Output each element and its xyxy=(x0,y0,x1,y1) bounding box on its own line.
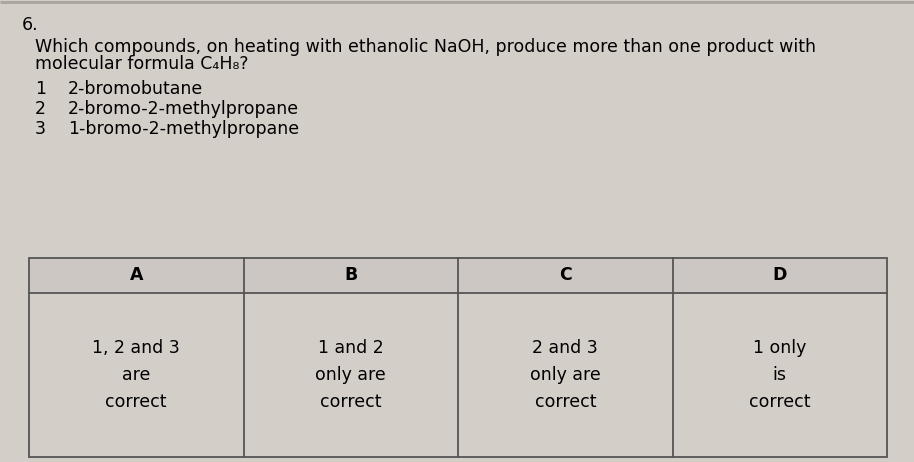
Text: B: B xyxy=(345,267,357,285)
Bar xyxy=(458,258,673,293)
Text: 1: 1 xyxy=(35,80,46,98)
Text: C: C xyxy=(558,267,571,285)
Text: 1-bromo-2-methylpropane: 1-bromo-2-methylpropane xyxy=(68,120,299,138)
Text: 1 and 2
only are
correct: 1 and 2 only are correct xyxy=(315,339,386,411)
Text: 2-bromobutane: 2-bromobutane xyxy=(68,80,203,98)
Text: A: A xyxy=(130,267,143,285)
Text: 2 and 3
only are
correct: 2 and 3 only are correct xyxy=(530,339,600,411)
Text: 1 only
is
correct: 1 only is correct xyxy=(749,339,811,411)
Text: Which compounds, on heating with ethanolic NaOH, produce more than one product w: Which compounds, on heating with ethanol… xyxy=(35,38,816,56)
Text: 2-bromo-2-methylpropane: 2-bromo-2-methylpropane xyxy=(68,100,299,118)
Bar xyxy=(243,258,458,293)
Text: 3: 3 xyxy=(35,120,46,138)
Text: 2: 2 xyxy=(35,100,46,118)
Text: molecular formula C₄H₈?: molecular formula C₄H₈? xyxy=(35,55,249,73)
Text: 1, 2 and 3
are
correct: 1, 2 and 3 are correct xyxy=(92,339,180,411)
Bar xyxy=(673,258,887,293)
Text: 6.: 6. xyxy=(22,16,38,34)
Bar xyxy=(29,258,887,457)
Bar xyxy=(29,258,243,293)
Text: D: D xyxy=(772,267,787,285)
